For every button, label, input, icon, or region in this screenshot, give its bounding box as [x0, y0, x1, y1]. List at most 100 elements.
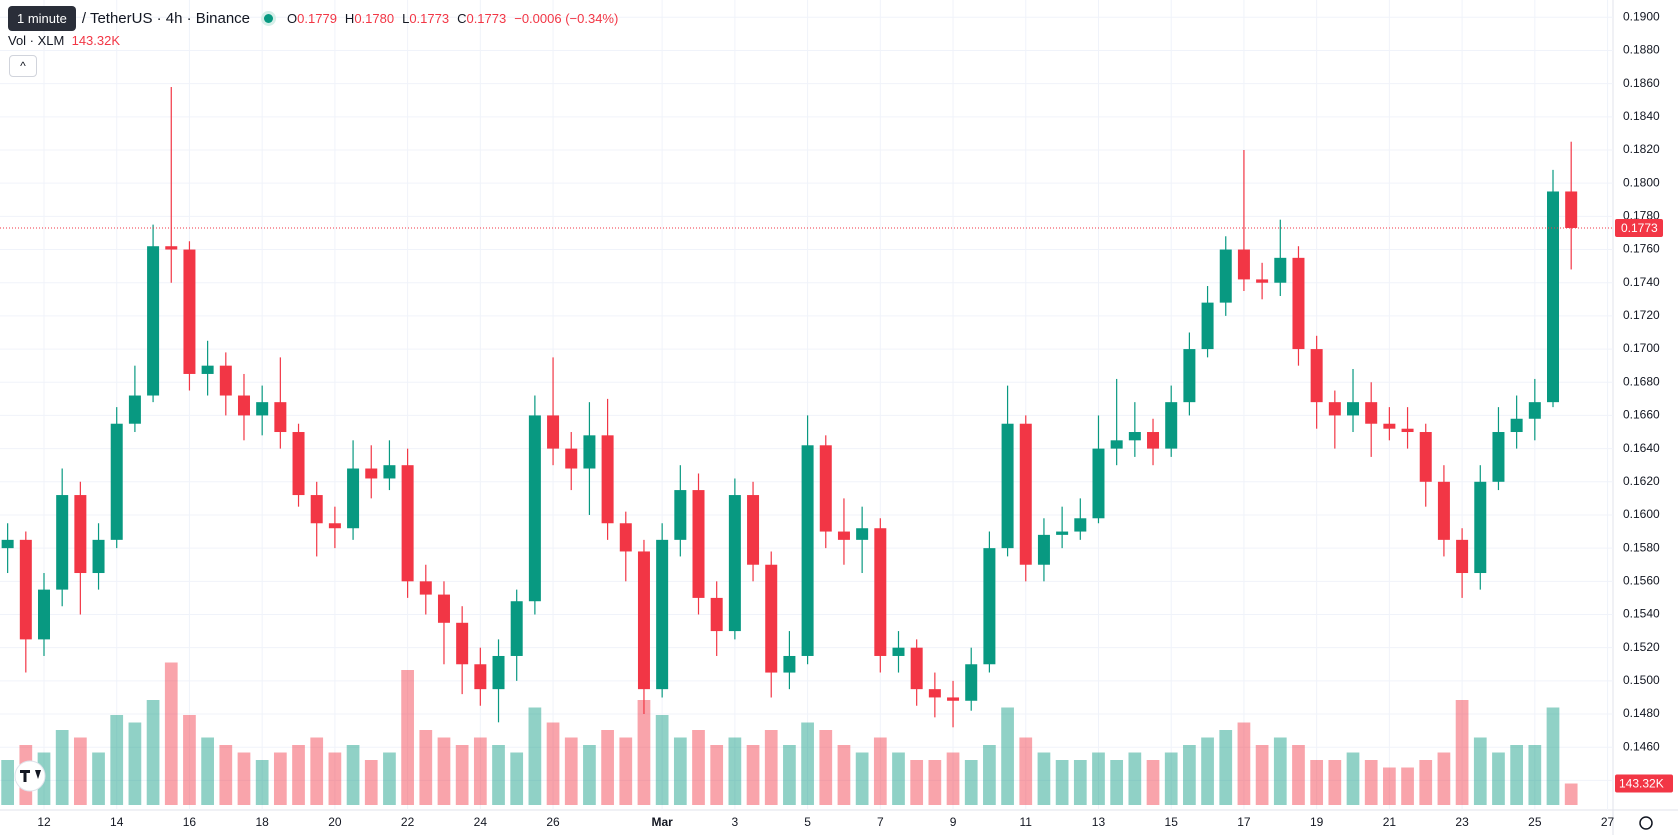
volume-bar	[1383, 767, 1396, 805]
collapse-button[interactable]: ^	[9, 55, 37, 77]
x-tick-label: 27	[1601, 815, 1615, 829]
candle-body	[801, 445, 814, 656]
settings-icon[interactable]	[1639, 816, 1653, 830]
volume-bar	[73, 737, 87, 805]
volume-bar	[1128, 752, 1142, 805]
volume-bar	[964, 760, 978, 805]
x-tick-label: 18	[255, 815, 269, 829]
y-tick-label: 0.1700	[1623, 341, 1660, 355]
volume-bar	[546, 722, 560, 805]
y-tick-label: 0.1740	[1623, 275, 1660, 289]
candle-body	[1547, 191, 1560, 403]
candle-body	[565, 448, 578, 469]
candle-body	[1201, 302, 1214, 350]
volume-bar	[1001, 707, 1014, 805]
volume-bar	[292, 745, 305, 805]
y-tick-label: 0.1480	[1623, 706, 1660, 720]
x-tick-label: 21	[1383, 815, 1397, 829]
volume-bar	[1473, 737, 1487, 805]
candle-body	[1165, 402, 1178, 449]
volume-bar	[1019, 737, 1033, 805]
header: 1 minute / TetherUS · 4h · Binance O0.17…	[8, 6, 618, 31]
volume-bar	[383, 752, 396, 805]
volume-bar	[1510, 745, 1524, 805]
volume-bar	[1492, 752, 1505, 805]
candle-body	[1001, 423, 1014, 549]
ohlc-label: L	[402, 11, 410, 26]
volume-bar	[1092, 752, 1105, 805]
x-tick-label: 5	[804, 815, 811, 829]
volume-bar	[1055, 760, 1069, 805]
volume-bar	[346, 745, 360, 805]
volume-bar	[1419, 760, 1433, 805]
volume-bar	[728, 737, 742, 805]
volume-bar	[1292, 745, 1305, 805]
volume-bar	[1401, 767, 1414, 805]
ohlc-value: 0.1779	[297, 11, 337, 26]
volume-bar	[1364, 760, 1378, 805]
candle-body	[728, 495, 741, 632]
y-tick-label: 0.1840	[1623, 109, 1660, 123]
y-tick-label: 0.1540	[1623, 607, 1660, 621]
volume-bar	[1255, 745, 1269, 805]
volume-bar	[1110, 760, 1124, 805]
y-tick-label: 0.1460	[1623, 739, 1660, 753]
y-tick-label: 0.1580	[1623, 540, 1660, 554]
y-tick-label: 0.1720	[1623, 308, 1660, 322]
candle-body	[1437, 481, 1450, 540]
y-tick-label: 0.1760	[1623, 242, 1660, 256]
volume-bar	[601, 730, 614, 805]
candle-body	[492, 655, 505, 690]
candle-body	[674, 490, 687, 540]
volume-bar	[455, 745, 469, 805]
candle-body	[201, 365, 214, 374]
volume-bar	[910, 760, 924, 805]
change: −0.0006 (−0.34%)	[514, 11, 619, 26]
volume-bar	[873, 737, 887, 805]
y-tick-label: 0.1860	[1623, 76, 1660, 90]
candle-body	[256, 402, 269, 416]
x-tick-label: 26	[546, 815, 560, 829]
candle-body	[37, 589, 50, 640]
x-tick-label: 12	[37, 815, 51, 829]
candle-body	[456, 622, 469, 665]
ohlc-value: 0.1773	[466, 11, 507, 26]
candle-body	[819, 445, 832, 532]
candle-body	[1274, 257, 1287, 283]
candle-body	[1419, 432, 1432, 482]
volume-bar	[983, 745, 996, 805]
volume-bar	[110, 715, 124, 805]
x-tick-label: 17	[1237, 815, 1251, 829]
candle-body	[1147, 432, 1160, 449]
volume-bar	[237, 752, 251, 805]
symbol[interactable]: / TetherUS · 4h · Binance	[81, 10, 251, 27]
candle-body	[1056, 531, 1069, 535]
ohlc-label: O	[287, 11, 298, 26]
candle-body	[165, 246, 178, 250]
price-label: 0.1773	[1621, 221, 1658, 235]
volume-bar	[473, 737, 487, 805]
volume-bar	[692, 730, 705, 805]
x-tick-label: 20	[328, 815, 342, 829]
candle-body	[983, 548, 996, 665]
x-tick-label: 25	[1528, 815, 1542, 829]
volume-bar	[1219, 730, 1233, 805]
volume-bar	[55, 730, 69, 805]
x-tick-label: 23	[1455, 815, 1469, 829]
candle-body	[110, 423, 123, 540]
x-tick-label: 24	[474, 815, 488, 829]
candle-body	[310, 495, 323, 524]
candle-body	[1292, 257, 1305, 350]
x-tick-label: Mar	[651, 815, 673, 829]
volume-value: 143.32K	[71, 33, 121, 48]
volume-bar	[1437, 752, 1451, 805]
volume-bar	[510, 752, 524, 805]
candle-body	[365, 468, 378, 479]
volume-bar	[1455, 700, 1469, 805]
candle-body	[383, 465, 396, 479]
candle-body	[1310, 349, 1323, 403]
candle-body	[856, 528, 869, 540]
y-tick-label: 0.1600	[1623, 507, 1660, 521]
candle-body	[1037, 534, 1050, 565]
volume-bar	[164, 662, 178, 805]
